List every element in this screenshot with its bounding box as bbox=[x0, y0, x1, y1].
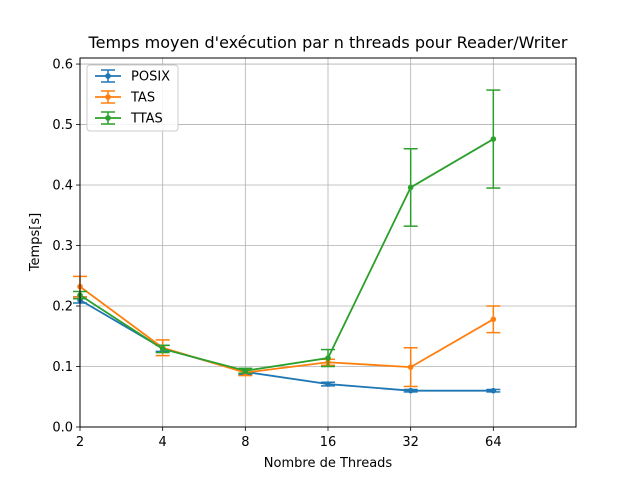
x-tick-label: 64 bbox=[485, 435, 502, 450]
data-point bbox=[490, 387, 497, 394]
y-tick-label: 0.1 bbox=[52, 360, 73, 375]
legend: POSIX TAS TTAS bbox=[86, 64, 179, 132]
x-axis-label: Nombre de Threads bbox=[264, 456, 393, 471]
data-point bbox=[325, 381, 331, 387]
legend-marker bbox=[105, 73, 111, 79]
data-point bbox=[159, 346, 166, 352]
y-tick-label: 0.0 bbox=[52, 421, 73, 436]
y-axis-label: Temps[s] bbox=[28, 213, 43, 272]
series-line bbox=[79, 138, 494, 372]
axes: 2 4 8 16 32 64 0.0 0.1 0.2 0.3 0.4 0.5 0.6 bbox=[52, 58, 501, 450]
data-point bbox=[325, 355, 331, 361]
legend-label: TAS bbox=[130, 91, 155, 106]
legend-item-posix: POSIX bbox=[95, 69, 170, 85]
legend-label: TTAS bbox=[130, 112, 163, 127]
legend-marker bbox=[105, 94, 111, 100]
data-point bbox=[242, 367, 249, 374]
x-tick-label: 16 bbox=[320, 435, 337, 450]
legend-label: POSIX bbox=[131, 70, 170, 85]
x-tick-label: 8 bbox=[241, 435, 249, 450]
y-tick-label: 0.3 bbox=[52, 239, 73, 254]
x-tick-label: 32 bbox=[402, 435, 419, 450]
series-line bbox=[79, 285, 494, 374]
y-tick-label: 0.2 bbox=[52, 300, 73, 315]
y-tick-label: 0.6 bbox=[52, 58, 73, 73]
y-tick-label: 0.5 bbox=[52, 118, 73, 133]
y-tick-label: 0.4 bbox=[52, 179, 73, 194]
data-point bbox=[407, 387, 414, 394]
legend-item-tas: TAS bbox=[95, 90, 155, 106]
legend-marker bbox=[105, 115, 111, 121]
x-tick-label: 2 bbox=[76, 435, 84, 450]
data-point bbox=[490, 136, 497, 142]
data-point bbox=[407, 184, 414, 191]
data-point bbox=[407, 364, 414, 370]
legend-item-ttas: TTAS bbox=[95, 111, 163, 127]
chart-title: Temps moyen d'exécution par n threads po… bbox=[88, 33, 568, 52]
data-point bbox=[490, 316, 497, 323]
x-tick-label: 4 bbox=[159, 435, 167, 450]
